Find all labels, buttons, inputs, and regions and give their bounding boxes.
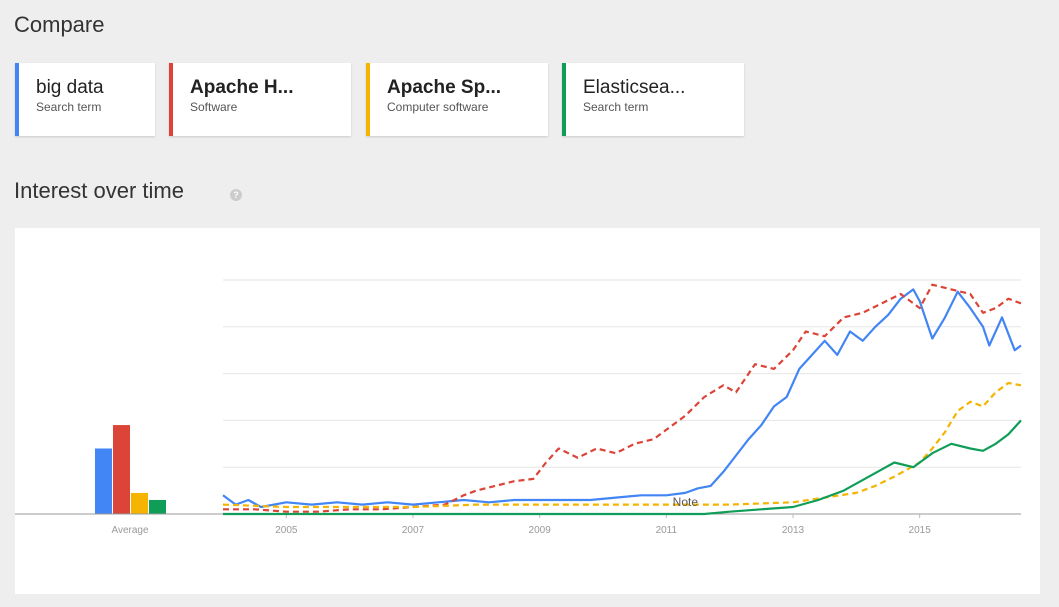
term-name: Apache Sp...	[387, 77, 502, 98]
term-card-2[interactable]: Apache H... Software	[169, 63, 351, 136]
term-color-bar	[15, 63, 19, 136]
term-type: Computer software	[387, 100, 489, 114]
chart-card: Average 2005 2007 2009 2011 2013 2015 Note	[15, 228, 1040, 594]
term-type: Search term	[36, 100, 102, 114]
average-bar	[95, 448, 112, 514]
average-bar	[131, 492, 148, 514]
term-color-bar	[169, 63, 173, 136]
x-tick-label: 2009	[529, 525, 552, 536]
series-line	[222, 288, 1022, 509]
term-card-1[interactable]: big data Search term	[15, 63, 155, 136]
average-bar	[149, 499, 166, 514]
x-tick-label: 2015	[909, 525, 932, 536]
x-tick-label: 2011	[656, 525, 678, 536]
term-color-bar	[366, 63, 370, 136]
term-type: Software	[190, 100, 238, 114]
term-card-4[interactable]: Elasticsea... Search term	[562, 63, 744, 136]
x-tick-label: 2005	[275, 525, 298, 536]
term-type: Search term	[583, 100, 649, 114]
series-line	[223, 283, 1022, 513]
x-tick-label: 2007	[402, 525, 425, 536]
section-title: Interest over time	[14, 178, 184, 203]
term-name: Apache H...	[190, 77, 294, 98]
series-line	[223, 419, 1022, 516]
term-color-bar	[562, 63, 566, 136]
term-name: big data	[36, 77, 104, 98]
help-icon[interactable]: ?	[230, 189, 242, 201]
average-label: Average	[111, 525, 149, 536]
average-bar	[113, 425, 130, 514]
note-annotation: Note	[673, 495, 699, 509]
term-name: Elasticsea...	[583, 77, 686, 98]
series-line	[222, 381, 1022, 509]
x-tick-label: 2013	[782, 525, 805, 536]
term-card-3[interactable]: Apache Sp... Computer software	[366, 63, 548, 136]
interest-chart: Average 2005 2007 2009 2011 2013 2015 Note	[15, 279, 1022, 536]
compare-title: Compare	[14, 12, 105, 37]
